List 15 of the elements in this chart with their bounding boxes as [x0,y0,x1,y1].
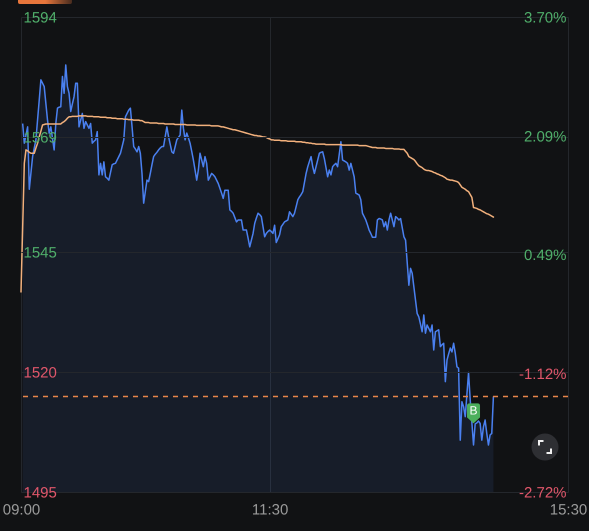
y2-tick-label: 2.09% [524,128,566,146]
y-tick-label: 1594 [24,10,57,26]
y2-tick-label: 3.70% [524,10,566,26]
y2-tick-label: -2.72% [518,484,566,502]
line-series [20,115,494,293]
y2-tick-label: 0.49% [524,247,566,264]
y-tick-label: 1520 [24,364,57,382]
y-tick-label: 1545 [24,244,57,262]
y-tick-label: 1495 [24,484,57,502]
x-tick-label: 15:30 [550,502,588,518]
y2-tick-label: -1.12% [518,366,566,384]
x-tick-label: 09:00 [2,502,40,518]
y-tick-label: 1569 [24,129,57,146]
series-label: B [470,403,478,418]
x-tick-label: 11:30 [252,502,288,518]
